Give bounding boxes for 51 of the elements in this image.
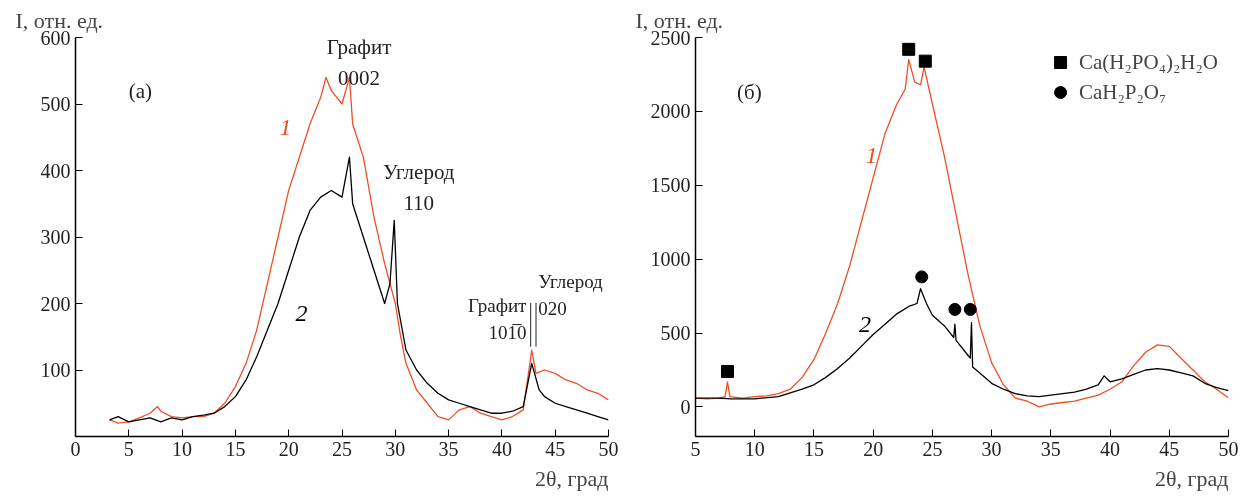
x-tick-label: 20 bbox=[278, 437, 299, 460]
y-tick-label: 1000 bbox=[650, 248, 691, 271]
x-tick-label: 15 bbox=[803, 437, 824, 460]
y-tick-label: 0 bbox=[680, 395, 691, 418]
annotation: (б) bbox=[736, 80, 762, 105]
point bbox=[902, 42, 916, 56]
y-tick-label: 2000 bbox=[650, 100, 691, 123]
y-tick-label: 100 bbox=[40, 359, 71, 381]
series-label: 1 bbox=[865, 142, 878, 169]
x-tick-label: 50 bbox=[598, 437, 619, 460]
x-tick-label: 25 bbox=[922, 437, 943, 460]
annotation: Углерод 020 bbox=[538, 270, 604, 319]
y-tick-label: 400 bbox=[40, 159, 71, 182]
series-label: 2 bbox=[295, 299, 308, 326]
x-tick-label: 35 bbox=[1040, 437, 1061, 460]
x-tick-label: 10 bbox=[744, 437, 765, 460]
point bbox=[918, 54, 932, 68]
x-tick-label: 5 bbox=[123, 437, 134, 460]
annotation: (a) bbox=[128, 78, 153, 103]
x-tick-label: 45 bbox=[1159, 437, 1180, 460]
legend-label: CaH₂P₂O₇ bbox=[1079, 79, 1167, 105]
x-axis-title: 2θ, град bbox=[534, 465, 609, 491]
x-tick-label: 40 bbox=[1100, 437, 1121, 460]
x-tick-label: 10 bbox=[172, 437, 193, 460]
x-tick-label: 25 bbox=[332, 437, 352, 460]
point bbox=[948, 302, 962, 316]
x-tick-label: 15 bbox=[225, 437, 246, 460]
series-label: 1 bbox=[279, 113, 292, 140]
series-label: 2 bbox=[858, 310, 871, 337]
y-tick-label: 500 bbox=[40, 93, 71, 115]
x-tick-label: 5 bbox=[690, 437, 701, 460]
y-tick-label: 1500 bbox=[650, 174, 691, 197]
x-tick-label: 45 bbox=[545, 437, 566, 460]
x-tick-label: 20 bbox=[863, 437, 884, 460]
point bbox=[963, 302, 977, 316]
x-tick-label: 35 bbox=[438, 437, 459, 460]
annotation: Графит 101̅0 bbox=[467, 294, 528, 343]
x-axis-title: 2θ, град bbox=[1154, 465, 1229, 491]
annotation: Графит 0002 bbox=[326, 35, 392, 91]
x-tick-label: 30 bbox=[385, 437, 406, 460]
x-tick-label: 50 bbox=[1218, 437, 1239, 460]
y-tick-label: 500 bbox=[660, 322, 691, 345]
x-tick-label: 40 bbox=[491, 437, 512, 460]
y-tick-label: 200 bbox=[40, 292, 71, 315]
y-tick-label: 300 bbox=[40, 226, 71, 248]
legend-label: Ca(H₂PO₄)₂H₂O bbox=[1079, 49, 1218, 75]
point bbox=[720, 364, 734, 378]
annotation: Углерод 110 bbox=[383, 159, 455, 215]
x-tick-label: 30 bbox=[981, 437, 1002, 460]
point bbox=[915, 270, 929, 284]
line-series bbox=[108, 156, 609, 423]
